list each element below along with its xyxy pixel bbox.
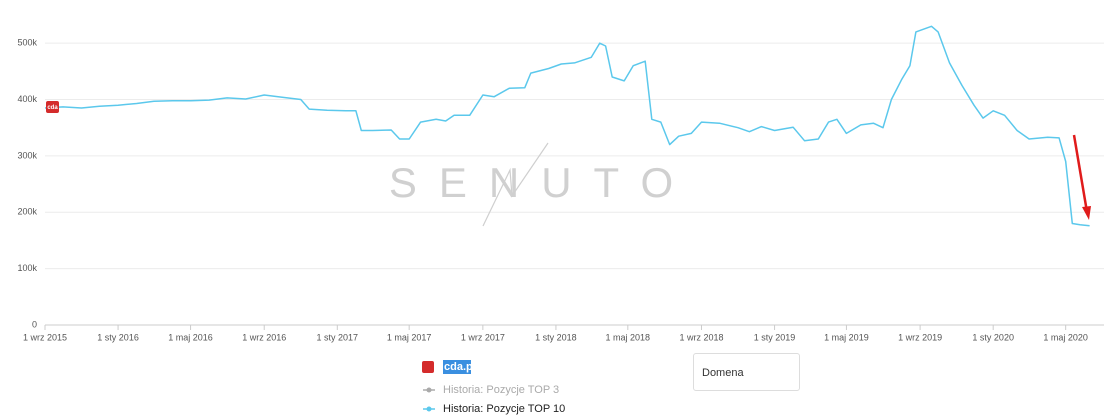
legend-swatch-dot	[426, 406, 432, 412]
logo-text: cda	[47, 105, 58, 111]
x-tick-label: 1 sty 2016	[97, 332, 139, 342]
x-tick-label: 1 sty 2017	[317, 332, 359, 342]
x-tick-label: 1 sty 2019	[754, 332, 796, 342]
x-tick-label: 1 maj 2017	[387, 332, 432, 342]
legend-item[interactable]: Historia: Pozycje TOP 10	[443, 403, 565, 415]
x-tick-label: 1 maj 2019	[824, 332, 869, 342]
x-tick-label: 1 wrz 2016	[242, 332, 286, 342]
x-tick-label: 1 wrz 2017	[461, 332, 505, 342]
watermark: SENUTO	[389, 142, 695, 227]
x-tick-label: 1 maj 2018	[606, 332, 651, 342]
legend-domain-highlight	[443, 360, 471, 374]
axes: 0 100k 200k 300k 400k 500k 1 wrz 2015 1 sty 201…	[17, 38, 1104, 342]
x-tick-label: 1 wrz 2019	[898, 332, 942, 342]
x-tick-label: 1 sty 2020	[972, 332, 1014, 342]
x-tick-label: 1 wrz 2015	[23, 332, 67, 342]
x-tick-label: 1 maj 2016	[168, 332, 213, 342]
legend-domain[interactable]: cda.pl	[444, 361, 476, 373]
annotation-arrow-head	[1082, 206, 1091, 220]
y-tick-label: 400k	[17, 94, 37, 104]
watermark-text: SENUTO	[389, 159, 695, 206]
legend-swatch-dot	[426, 387, 432, 393]
y-tick-label: 0	[32, 319, 37, 329]
y-tick-label: 100k	[17, 263, 37, 273]
logo-badge	[46, 101, 59, 113]
series-line	[44, 25, 1090, 227]
x-tick-label: 1 maj 2020	[1043, 332, 1088, 342]
annotation-arrow	[1072, 134, 1089, 213]
logo: cda	[46, 101, 59, 113]
y-tick-label: 300k	[17, 150, 37, 160]
x-tick-label: 1 sty 2018	[535, 332, 577, 342]
domain-select[interactable]: Domena	[693, 353, 800, 391]
legend-logo	[422, 361, 434, 373]
legend-item[interactable]: Historia: Pozycje TOP 3	[443, 384, 559, 396]
y-tick-label: 500k	[17, 38, 37, 48]
watermark-stroke	[482, 142, 549, 227]
x-tick-label: 1 wrz 2018	[679, 332, 723, 342]
y-tick-label: 200k	[17, 207, 37, 217]
